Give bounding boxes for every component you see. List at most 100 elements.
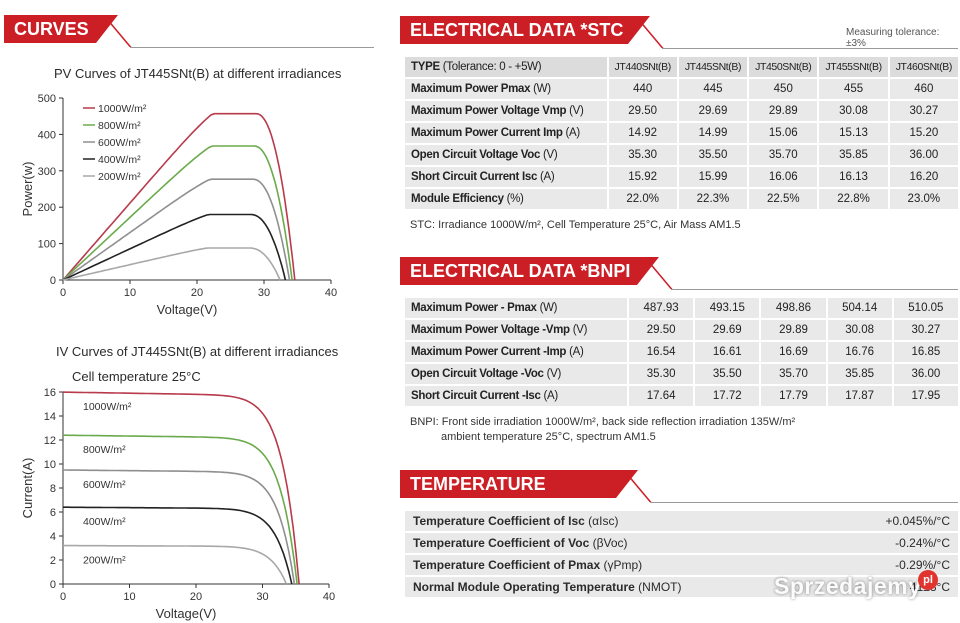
y-tick-label: 8 [50,483,56,495]
stc-table: TYPE (Tolerance: 0 - +5W) JT440SNt(B) JT… [405,55,958,211]
row-label-text: Maximum Power Voltage Vmp [411,105,567,117]
row-label-text: Maximum Power Current Imp [411,127,563,139]
legend-label: 600W/m² [98,137,141,149]
temperature-header-rule [650,502,958,503]
value-cell: 29.50 [627,320,694,340]
value-cell: 455 [817,79,888,99]
row-label: Open Circuit Voltage Voc (V) [405,145,607,165]
stc-row: Open Circuit Voltage Voc (V) 35.30 35.50… [405,145,958,165]
value-cell: -0.24%/°C [838,533,958,553]
iv-series-label: 1000W/m² [83,401,132,413]
value-cell: 16.69 [759,342,826,362]
value-cell: 493.15 [693,298,760,318]
iv-chart: 0 10 20 30 40 0 2 4 6 8 10 12 14 16 Voltage(V) Current(… [20,387,335,621]
measuring-tolerance: Measuring tolerance: ±3% [846,27,940,49]
value-cell: 17.64 [627,386,694,406]
value-cell: 30.27 [887,101,958,121]
iv-series-line [63,506,293,585]
row-unit: (V) [572,324,588,336]
value-cell: -0.29%/°C [838,555,958,575]
model-cell: JT450SNt(B) [747,57,818,77]
value-cell: 17.79 [759,386,826,406]
row-label-text: Temperature Coefficient of Isc [413,514,585,528]
row-unit: (W) [539,302,558,314]
value-cell: 15.20 [887,123,958,143]
temperature-row: Temperature Coefficient of Pmax (γPmp) -… [405,555,958,575]
row-label: Maximum Power Pmax (W) [405,79,607,99]
x-tick-label: 30 [256,591,268,603]
value-cell: 445 [676,79,748,99]
x-tick-label: 40 [325,287,337,299]
row-unit: (V) [543,149,558,161]
row-label-text: Maximum Power - Pmax [411,302,537,314]
pv-series-line [62,247,281,281]
legend-label: 200W/m² [98,171,141,183]
x-tick-label: 0 [60,591,66,603]
value-cell: 15.13 [817,123,888,143]
row-unit: (αIsc) [588,514,619,528]
stc-header-label: ELECTRICAL DATA *STC [400,16,650,44]
value-cell: 440 [606,79,677,99]
pv-series-line [62,145,293,281]
bnpi-note-line1: BNPI: Front side irradiation 1000W/m², b… [410,416,796,428]
value-cell: 35.50 [676,145,748,165]
value-cell: 36.00 [891,364,958,384]
model-cell: JT440SNt(B) [606,57,677,77]
value-cell: 504.14 [825,298,892,318]
iv-chart-subtitle: Cell temperature 25°C [72,369,201,384]
curves-header: CURVES [4,15,374,49]
value-cell: 35.30 [606,145,677,165]
y-tick-label: 10 [44,459,56,471]
row-unit: (V) [569,105,584,117]
iv-series-label: 600W/m² [83,479,126,491]
temperature-header-label: TEMPERATURE RATINGS [400,470,638,522]
x-tick-label: 10 [124,287,136,299]
value-cell: 487.93 [627,298,694,318]
y-tick-label: 400 [38,129,56,141]
y-axis-title: Current(A) [20,458,35,519]
x-tick-label: 0 [60,287,66,299]
value-cell: 35.85 [817,145,888,165]
row-label-text: Maximum Power Voltage -Vmp [411,324,570,336]
pv-chart-title: PV Curves of JT445SNt(B) at different ir… [54,66,342,81]
x-tick-label: 30 [258,287,270,299]
iv-series-line [63,544,288,585]
row-label: Temperature Coefficient of Pmax (γPmp) [405,555,838,575]
value-cell: 15.06 [747,123,818,143]
row-label: Maximum Power - Pmax (W) [405,298,627,318]
pv-chart: 0 10 20 30 400100200300400500Voltage(V)Power… [20,93,337,317]
iv-series-line [63,434,298,585]
stc-row: Short Circuit Current Isc (A) 15.92 15.9… [405,167,958,187]
curves-header-label: CURVES [4,15,118,43]
value-cell: 16.20 [887,167,958,187]
y-axis-title: Power(w) [20,162,35,217]
value-cell: 498.86 [759,298,826,318]
value-cell: 15.99 [676,167,748,187]
curves-header-rule [130,47,374,48]
row-label: Short Circuit Current Isc (A) [405,167,607,187]
stc-row: Maximum Power Voltage Vmp (V) 29.50 29.6… [405,101,958,121]
row-unit: (βVoc) [592,536,628,550]
pv-series-line [62,112,296,281]
row-label-text: Short Circuit Current Isc [411,171,538,183]
row-label: Temperature Coefficient of Voc (βVoc) [405,533,838,553]
value-cell: 14.99 [676,123,748,143]
iv-chart-title: IV Curves of JT445SNt(B) at different ir… [56,344,339,359]
value-cell: 14.92 [606,123,677,143]
legend-label: 1000W/m² [98,103,147,115]
temperature-table: Temperature Coefficient of Isc (αIsc) +0… [405,509,958,599]
bnpi-row: Maximum Power Voltage -Vmp (V) 29.50 29.… [405,320,958,340]
value-cell: 16.85 [891,342,958,362]
y-tick-label: 200 [38,202,56,214]
temperature-row: Normal Module Operating Temperature (NMO… [405,577,958,597]
stc-row: Maximum Power Current Imp (A) 14.92 14.9… [405,123,958,143]
value-cell: 16.76 [825,342,892,362]
row-label-text: Maximum Power Current -Imp [411,346,567,358]
x-tick-label: 20 [190,591,202,603]
pv-series-line [62,178,291,281]
iv-series-label: 400W/m² [83,516,126,528]
watermark-logo: Sprzedajemy [774,573,922,599]
row-label-text: Module Efficiency [411,193,504,205]
value-cell: 22.5% [747,189,818,209]
bnpi-row: Maximum Power Current -Imp (A) 16.54 16.… [405,342,958,362]
